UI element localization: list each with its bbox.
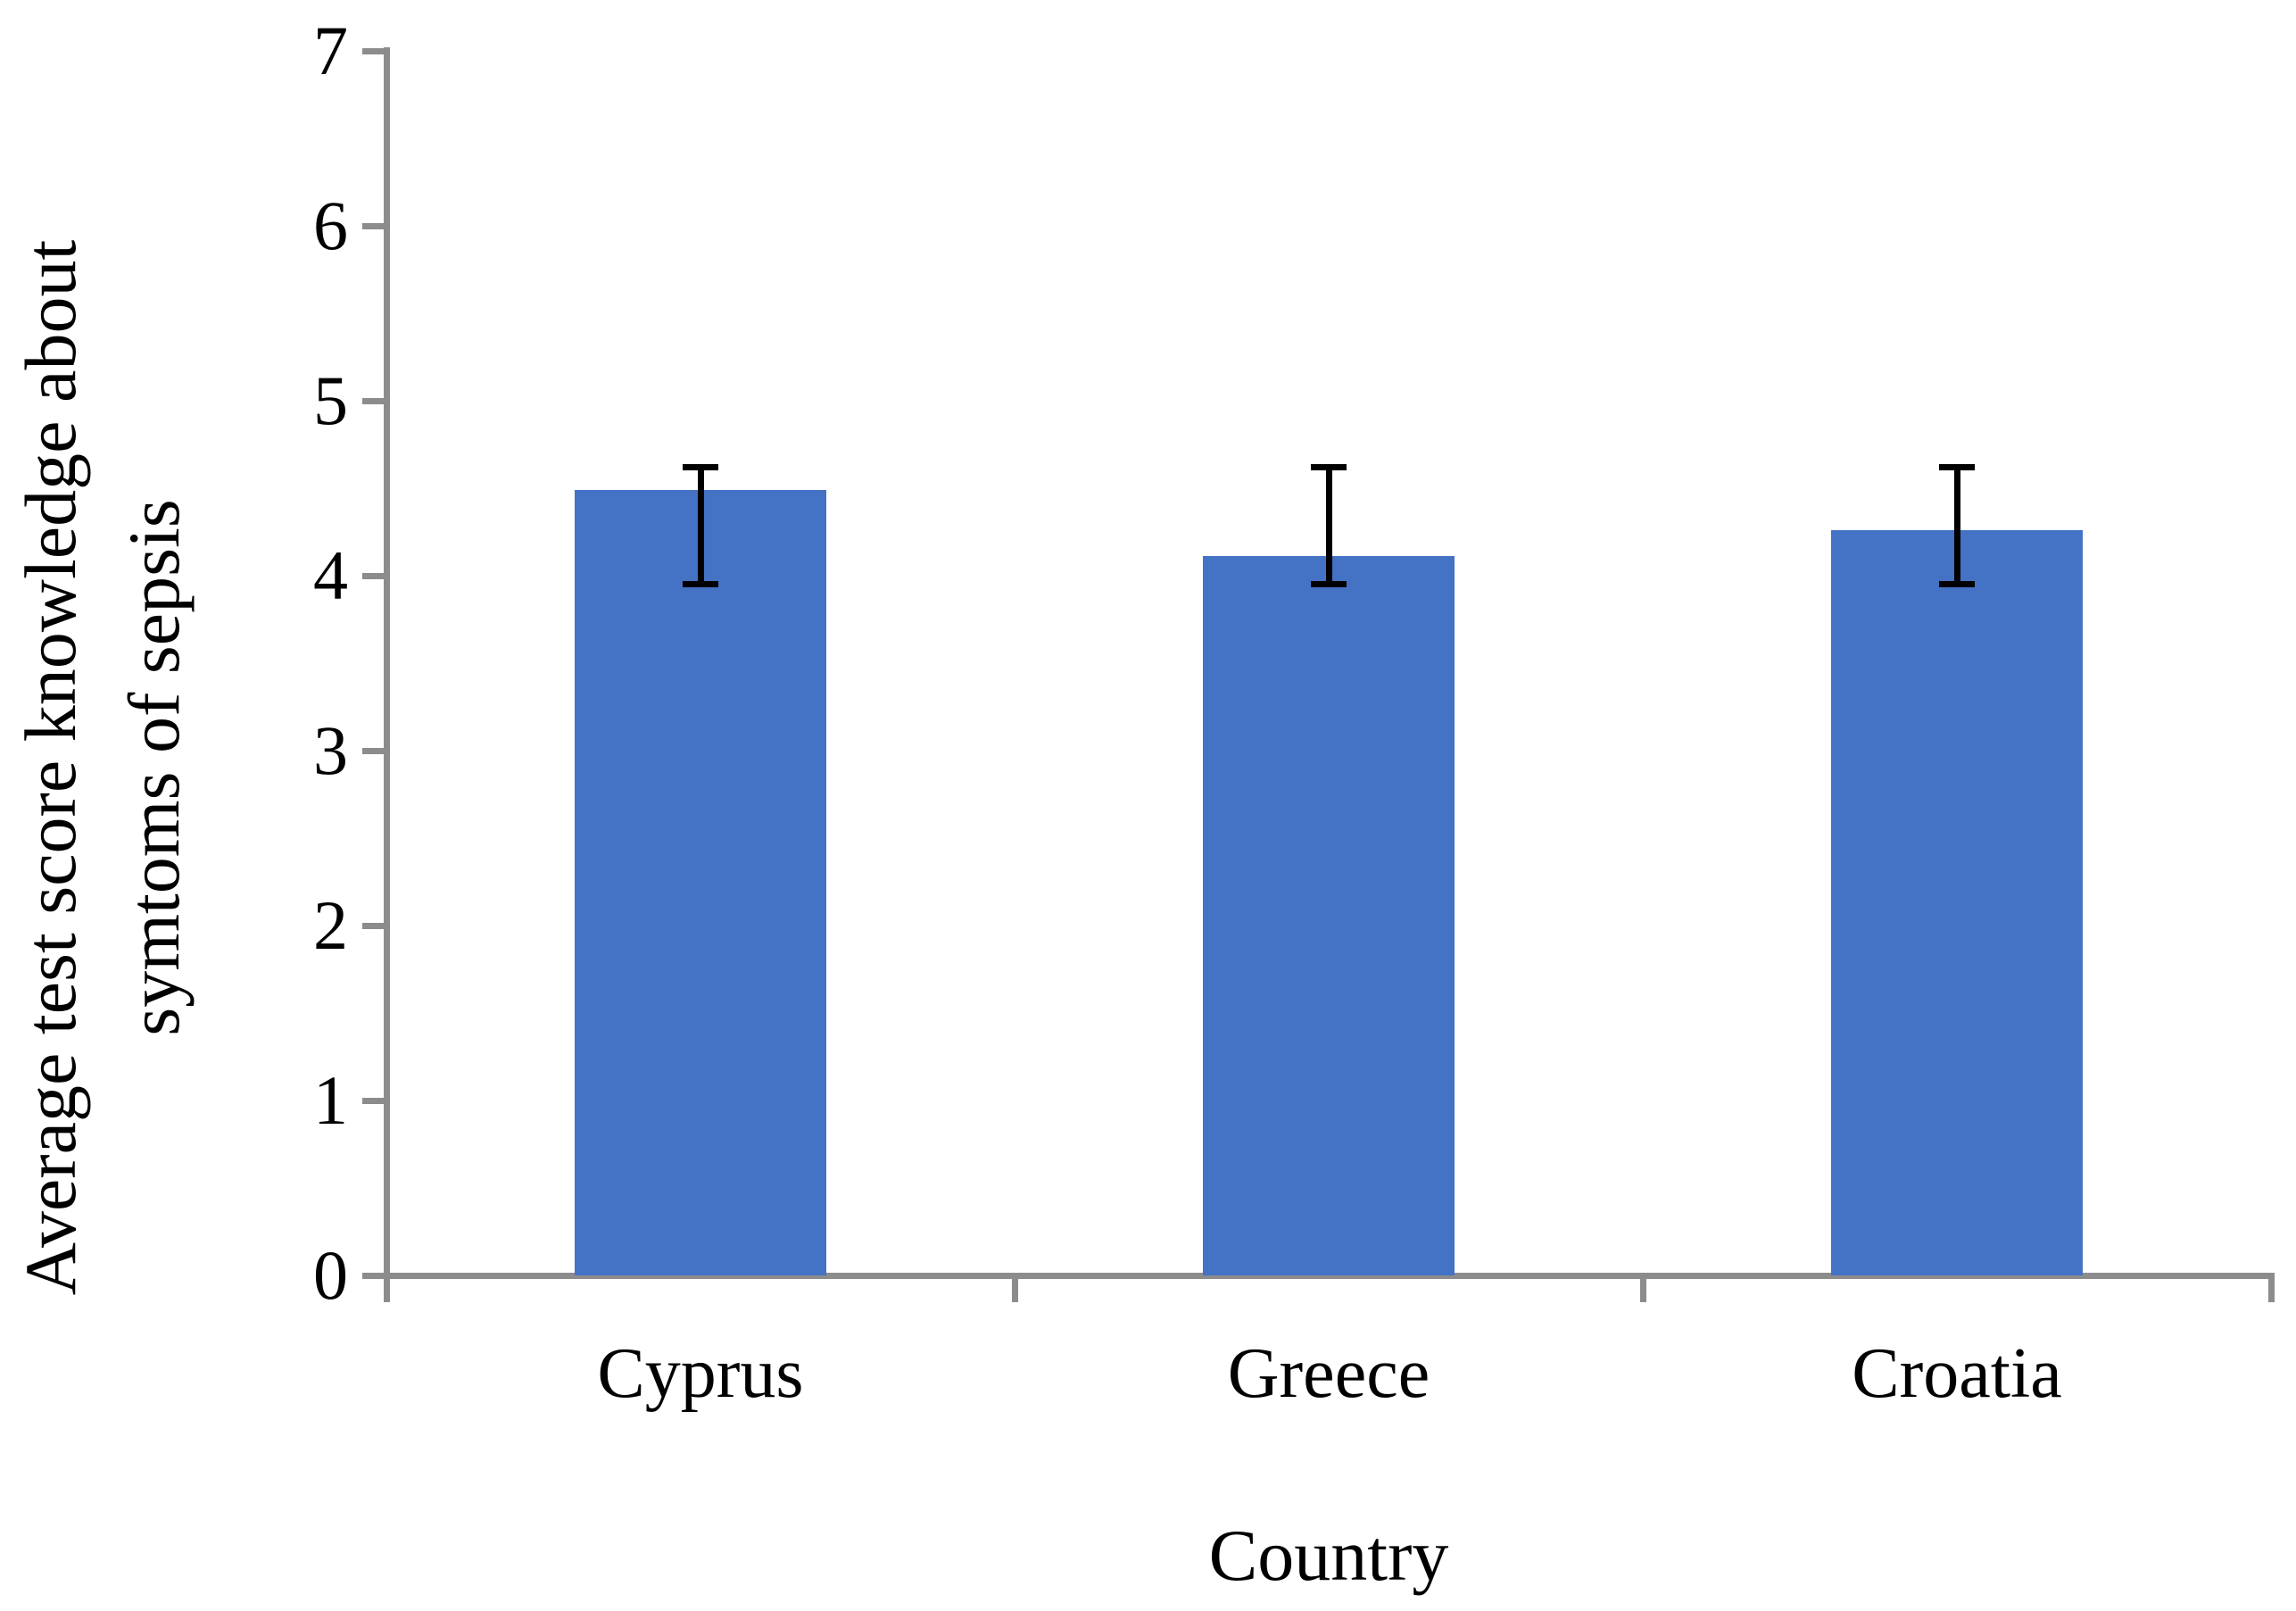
error-bar-cap-top	[683, 464, 718, 471]
bar-croatia	[1831, 530, 2083, 1275]
y-tick-mark	[362, 923, 386, 929]
error-bar-cap-top	[1311, 464, 1347, 471]
x-tick-mark	[1640, 1278, 1646, 1302]
y-axis-line	[384, 47, 390, 1279]
y-tick-mark	[362, 398, 386, 404]
y-tick-mark	[362, 48, 386, 54]
x-tick-mark	[384, 1278, 390, 1302]
error-bar-cap-top	[1939, 464, 1975, 471]
x-tick-mark	[2268, 1278, 2275, 1302]
category-label-croatia: Croatia	[1852, 1334, 2062, 1413]
error-bar-cap-bottom	[683, 580, 718, 587]
y-tick-mark	[362, 1098, 386, 1104]
bar-cyprus	[575, 489, 826, 1275]
category-label-cyprus: Cyprus	[597, 1334, 804, 1413]
x-axis-line	[362, 1273, 2275, 1279]
x-axis-title: Country	[1208, 1515, 1449, 1596]
y-tick-label: 6	[313, 187, 348, 264]
y-tick-label: 7	[313, 12, 348, 89]
y-tick-mark	[362, 223, 386, 229]
y-tick-label: 4	[313, 536, 348, 614]
error-bar-line	[697, 467, 704, 585]
error-bar-cap-bottom	[1311, 580, 1347, 587]
y-tick-label: 1	[313, 1061, 348, 1139]
y-tick-mark	[362, 748, 386, 754]
category-label-greece: Greece	[1227, 1334, 1430, 1413]
bar-greece	[1203, 556, 1455, 1275]
error-bar-cap-bottom	[1939, 580, 1975, 587]
x-tick-mark	[1012, 1278, 1018, 1302]
y-tick-label: 3	[313, 711, 348, 789]
y-tick-mark	[362, 573, 386, 579]
error-bar-line	[1953, 467, 1960, 585]
y-tick-label: 2	[313, 886, 348, 964]
y-tick-mark	[362, 1273, 386, 1279]
y-tick-label: 0	[313, 1236, 348, 1314]
y-tick-label: 5	[313, 361, 348, 439]
error-bar-line	[1325, 467, 1332, 585]
